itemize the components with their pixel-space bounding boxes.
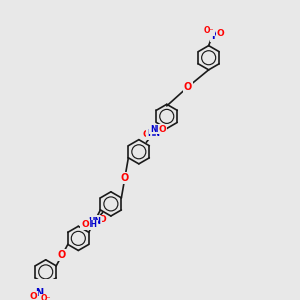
Text: O: O bbox=[58, 250, 66, 260]
Text: O: O bbox=[159, 124, 167, 134]
Text: N: N bbox=[35, 288, 43, 298]
Text: NH: NH bbox=[150, 124, 163, 134]
Text: O: O bbox=[98, 215, 106, 224]
Text: O: O bbox=[30, 292, 38, 300]
Text: O: O bbox=[184, 82, 192, 92]
Text: O: O bbox=[217, 29, 225, 38]
Text: NH: NH bbox=[85, 220, 98, 230]
Text: O: O bbox=[142, 130, 150, 140]
Text: O: O bbox=[81, 220, 89, 229]
Text: N: N bbox=[211, 31, 219, 41]
Text: HN: HN bbox=[147, 129, 160, 138]
Text: O⁻: O⁻ bbox=[40, 294, 51, 300]
Text: HN: HN bbox=[88, 217, 101, 226]
Text: O⁻: O⁻ bbox=[203, 26, 214, 35]
Text: O: O bbox=[91, 216, 99, 226]
Text: O: O bbox=[121, 173, 129, 183]
